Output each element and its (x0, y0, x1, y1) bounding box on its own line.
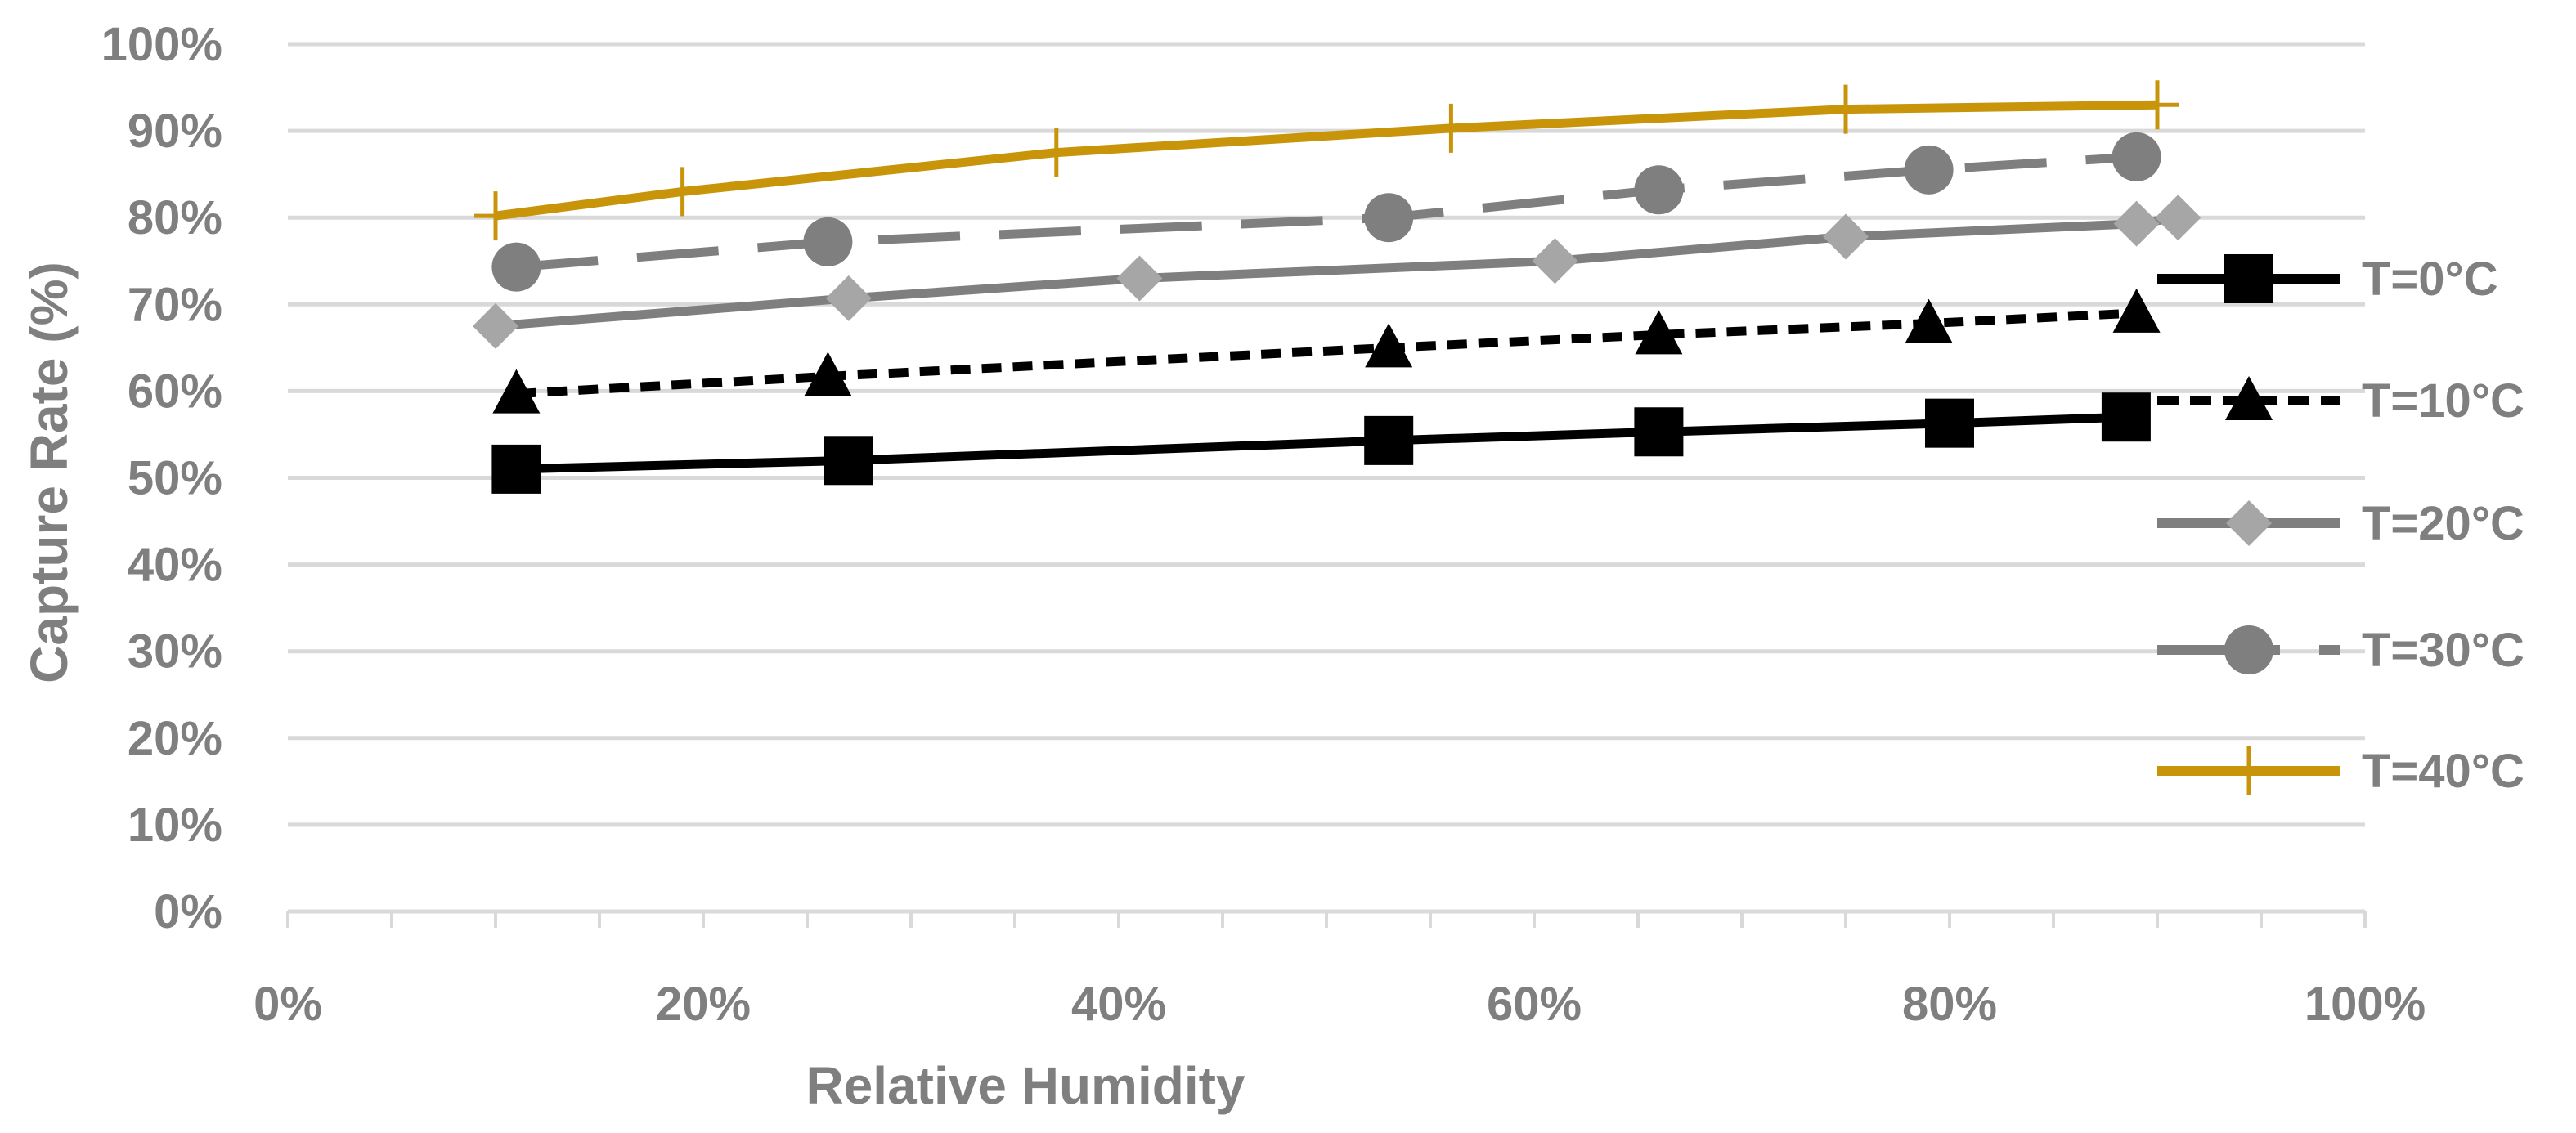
data-point (2101, 392, 2151, 442)
series-5 (474, 80, 2179, 241)
data-point (474, 191, 517, 241)
plot-area (473, 80, 2201, 494)
data-point (1364, 415, 1414, 465)
x-tick-label: 20% (656, 978, 751, 1031)
series-1 (491, 392, 2151, 494)
data-point (1824, 84, 1867, 134)
legend-swatch-marker (2228, 746, 2270, 795)
series-line (515, 152, 2137, 272)
legend-item: T=0°C (2157, 253, 2498, 306)
y-tick-label: 10% (128, 799, 222, 852)
x-tick-label: 40% (1071, 978, 1166, 1031)
legend-item: T=10°C (2157, 374, 2524, 428)
data-point (2112, 132, 2161, 181)
legend-label: T=30°C (2362, 624, 2524, 677)
data-point (2136, 80, 2179, 130)
y-tick-label: 40% (128, 539, 222, 592)
data-point (491, 444, 541, 494)
legend-label: T=40°C (2362, 745, 2524, 798)
series-3 (473, 195, 2201, 349)
data-point (491, 242, 541, 292)
y-tick-label: 20% (128, 712, 222, 765)
y-tick-label: 80% (128, 191, 222, 244)
x-tick-label: 60% (1487, 978, 1582, 1031)
data-point (1823, 213, 1869, 260)
legend: T=0°C T=10°C T=20°C T=30°C T=40°C (2157, 253, 2524, 798)
data-point (824, 436, 873, 486)
data-point (2112, 288, 2161, 333)
legend-swatch-marker (2224, 254, 2273, 303)
y-tick-label: 70% (128, 278, 222, 331)
y-tick-label: 100% (101, 18, 222, 71)
data-point (473, 302, 518, 349)
legend-item: T=20°C (2157, 497, 2524, 550)
y-tick-label: 30% (128, 625, 222, 678)
data-point (1925, 398, 1974, 448)
y-tick-label: 60% (128, 365, 222, 418)
series-line (516, 308, 2137, 399)
gridlines (288, 42, 2365, 827)
x-tick-label: 80% (1902, 978, 1997, 1031)
legend-label: T=10°C (2362, 374, 2524, 428)
data-point (1532, 238, 1578, 284)
data-point (1364, 193, 1414, 243)
axes: 0% 10% 20% 30% 40% 50% 60% 70% 80% 90% 100% 0% 20% 40… (101, 18, 2426, 1031)
data-point (1634, 407, 1684, 457)
series-line (495, 100, 2158, 221)
series-4 (491, 132, 2161, 292)
data-point (804, 352, 852, 396)
data-point (825, 275, 872, 321)
data-point (492, 369, 541, 414)
legend-swatch-marker (2225, 376, 2273, 420)
legend-item: T=40°C (2157, 745, 2524, 798)
data-point (1116, 255, 1163, 302)
y-tick-label: 0% (154, 885, 222, 938)
legend-swatch-marker (2224, 625, 2273, 674)
y-axis-title: Capture Rate (%) (20, 262, 79, 683)
data-point (1034, 128, 1078, 177)
data-point (1635, 310, 1683, 355)
data-point (1429, 103, 1473, 153)
data-point (1365, 323, 1413, 368)
legend-label: T=0°C (2362, 253, 2498, 306)
data-point (661, 167, 704, 217)
legend-swatch-marker (2226, 500, 2272, 546)
series-2 (492, 288, 2161, 414)
x-tick-label: 100% (2304, 978, 2426, 1031)
data-point (1904, 145, 1954, 195)
x-tick-label: 0% (254, 978, 322, 1031)
series-line (516, 412, 2127, 474)
y-tick-label: 50% (128, 452, 222, 505)
data-point (2113, 200, 2160, 247)
legend-item: T=30°C (2157, 624, 2524, 677)
data-point (1905, 298, 1953, 343)
data-point (1634, 165, 1684, 215)
data-point (803, 217, 853, 266)
y-tick-label: 90% (128, 105, 222, 158)
x-axis-title: Relative Humidity (806, 1056, 1245, 1115)
data-point (2155, 195, 2201, 241)
legend-label: T=20°C (2362, 497, 2524, 550)
